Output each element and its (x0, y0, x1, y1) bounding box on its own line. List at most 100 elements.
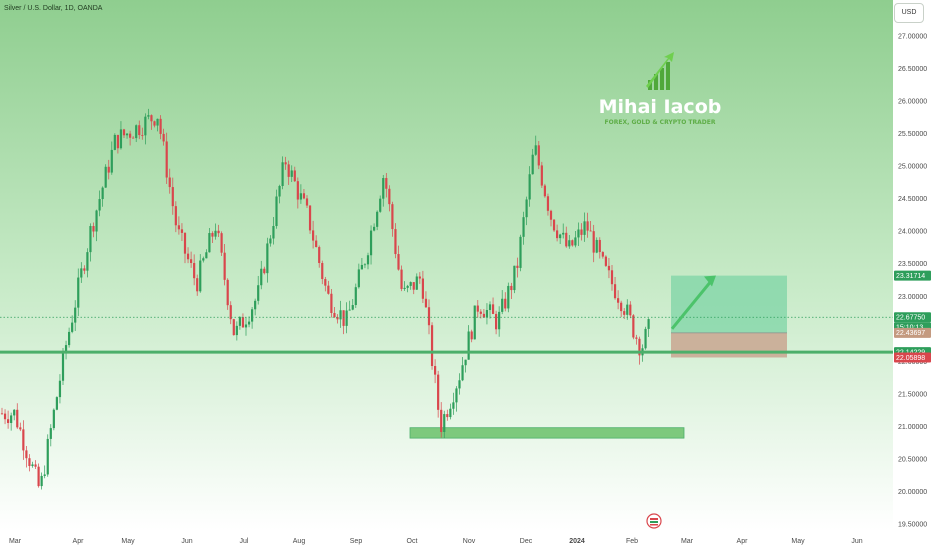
bull-candle (260, 260, 263, 290)
bull-candle (281, 156, 284, 190)
time-axis[interactable]: Mar Apr May Jun Jul Aug Sep Oct Nov Dec 2024 Feb Mar… (9, 538, 863, 545)
time-tick-label: Apr (73, 538, 85, 545)
price-tick-label: 24.50000 (898, 196, 927, 203)
bull-candle (199, 254, 202, 293)
bear-candle (592, 224, 595, 263)
bear-candle (305, 195, 309, 208)
bear-candle (586, 212, 589, 238)
price-tick-label: 24.00000 (898, 229, 927, 236)
bull-candle (144, 113, 147, 145)
bear-candle (610, 265, 614, 291)
bear-candle (287, 160, 290, 185)
bear-candle (22, 420, 25, 460)
bull-candle (357, 263, 360, 289)
price-tick-label: 23.00000 (898, 294, 927, 301)
bear-candle (308, 205, 312, 234)
position-stop-zone[interactable] (671, 332, 787, 358)
bear-candle (556, 224, 559, 242)
bull-candle (214, 223, 217, 240)
bull-candle (135, 124, 138, 143)
bull-candle (251, 307, 254, 329)
price-tick-label: 25.50000 (898, 131, 927, 138)
price-tick-label: 26.00000 (898, 99, 927, 106)
bear-candle (470, 329, 473, 343)
bull-candle (13, 409, 16, 421)
bull-candle (58, 374, 62, 404)
price-tag-label: 23.31714 (896, 273, 925, 280)
price-tag-label: 22.67750 (896, 315, 925, 322)
bull-candle (40, 472, 43, 490)
bull-candle (238, 316, 241, 330)
price-tag: 22.43697 (894, 327, 931, 338)
currency-button[interactable]: USD (894, 3, 924, 23)
bull-candle (647, 318, 650, 337)
time-tick-label: Jul (240, 538, 249, 545)
bull-candle (644, 326, 647, 350)
bull-candle (528, 166, 531, 207)
bear-candle (510, 282, 513, 300)
bear-candle (540, 161, 543, 189)
bull-candle (119, 121, 123, 150)
flag-icon[interactable] (646, 513, 662, 529)
bear-candle (427, 299, 431, 335)
bull-candle (269, 235, 272, 247)
bull-candle (351, 299, 354, 311)
bull-candle (559, 233, 562, 245)
price-tick-label: 21.00000 (898, 424, 927, 431)
bear-candle (607, 258, 611, 279)
bear-candle (440, 402, 443, 438)
bear-candle (183, 232, 187, 264)
symbol-title: Silver / U.S. Dollar, 1D, OANDA (4, 5, 103, 12)
bull-candle (272, 217, 275, 245)
logo-arrow-icon (646, 52, 674, 88)
time-axis-background (0, 530, 932, 550)
bear-candle (391, 201, 394, 237)
bear-candle (617, 290, 620, 310)
bear-candle (424, 291, 428, 309)
bull-candle (254, 298, 257, 316)
bear-candle (174, 201, 177, 233)
bear-candle (476, 300, 479, 318)
bull-candle (61, 347, 65, 386)
price-tags-layer: 23.3171422.6775015:10:1322.4369722.14229… (894, 270, 931, 363)
bear-candle (598, 237, 601, 259)
bear-candle (196, 274, 199, 296)
bull-candle (488, 301, 492, 319)
bull-candle (46, 434, 49, 477)
price-tag-label: 22.05898 (896, 355, 925, 362)
bull-candle (382, 174, 385, 207)
time-tick-label: Mar (9, 538, 22, 545)
bull-candle (74, 300, 77, 331)
bear-candle (37, 463, 40, 488)
time-tick-label: Oct (407, 538, 418, 545)
position-target-zone[interactable] (671, 275, 787, 333)
bear-candle (223, 243, 226, 286)
bear-candle (28, 454, 31, 472)
bear-candle (25, 446, 28, 468)
bear-candle (324, 276, 327, 292)
bear-candle (613, 277, 617, 300)
price-tick-label: 21.50000 (898, 391, 927, 398)
time-tick-label: 2024 (569, 538, 585, 545)
bear-candle (434, 359, 437, 384)
bear-candle (19, 422, 22, 432)
bull-candle (125, 133, 129, 139)
bull-candle (110, 141, 113, 175)
bull-candle (583, 212, 586, 242)
bull-candle (80, 262, 83, 283)
bear-candle (293, 166, 296, 183)
bear-candle (226, 278, 229, 310)
bear-candle (168, 168, 171, 194)
bull-candle (369, 225, 373, 265)
bear-candle (3, 409, 7, 425)
bull-candle (345, 302, 348, 334)
bear-candle (385, 172, 388, 198)
bear-candle (571, 239, 574, 247)
logo-bar-2 (654, 74, 658, 90)
bear-candle (394, 223, 397, 259)
price-tag: 23.31714 (894, 270, 931, 281)
bear-candle (330, 289, 333, 318)
bear-candle (0, 407, 4, 415)
bull-candle (156, 118, 159, 132)
